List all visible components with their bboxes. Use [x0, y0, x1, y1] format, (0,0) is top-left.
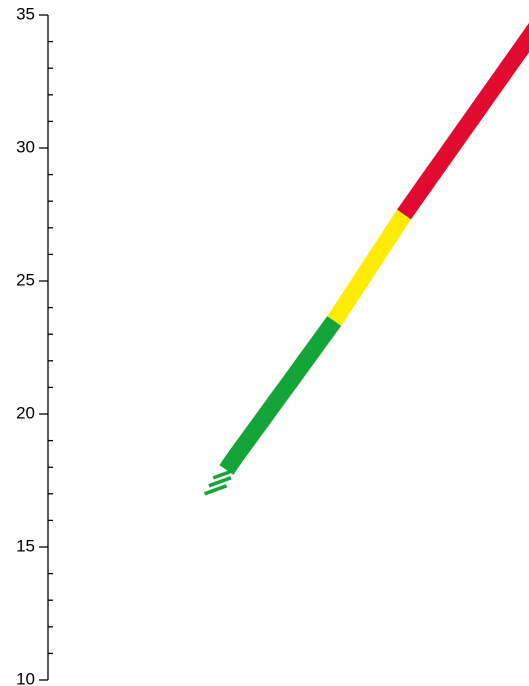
- hatch-stripe: [203, 484, 228, 496]
- hatch-segment: [203, 468, 236, 496]
- band-segment: [397, 22, 529, 220]
- hatch-stripe: [208, 476, 232, 488]
- y-tick-label: 30: [16, 137, 35, 156]
- y-tick-label: 20: [16, 403, 35, 422]
- band-segment: [327, 209, 412, 326]
- y-tick-label: 15: [16, 536, 35, 555]
- band-segment: [219, 315, 342, 475]
- y-tick-label: 35: [16, 4, 35, 23]
- y-tick-label: 10: [16, 669, 35, 686]
- y-tick-label: 25: [16, 270, 35, 289]
